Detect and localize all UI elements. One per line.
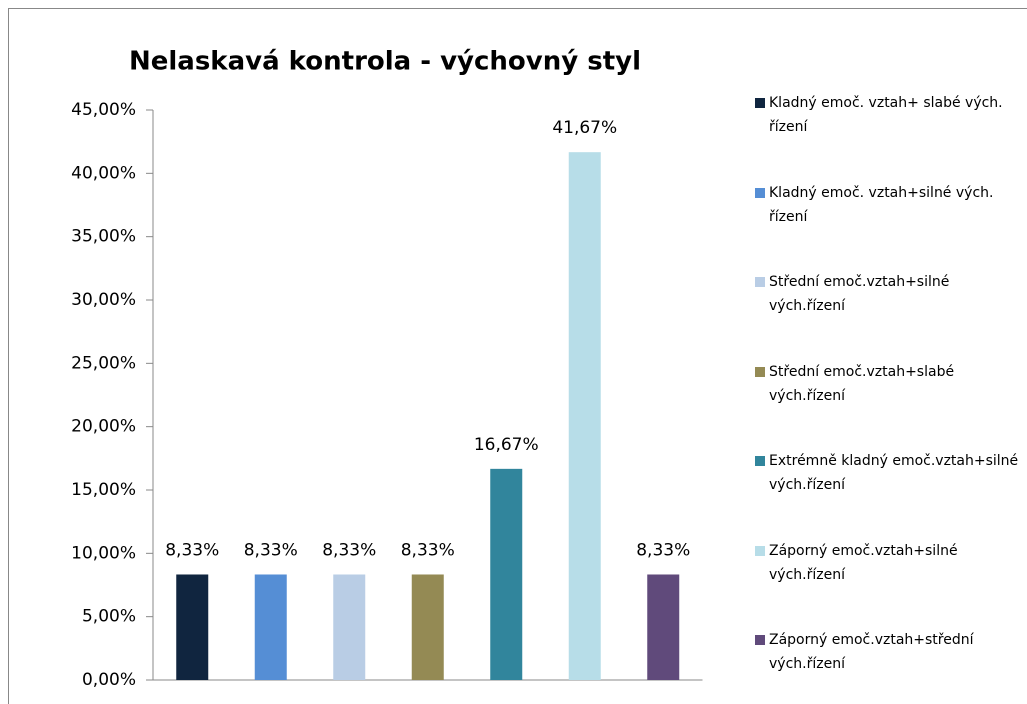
y-tick-label: 10,00% (71, 543, 136, 563)
bar (647, 574, 680, 680)
y-tick-label: 45,00% (71, 100, 136, 120)
legend-swatch (755, 545, 765, 556)
data-label: 8,33% (244, 540, 298, 560)
legend-entry: Záporný emoč.vztah+silné vých.řízení (755, 539, 1025, 587)
legend-swatch (755, 635, 765, 645)
legend-entry: Střední emoč.vztah+slabé vých.řízení (755, 360, 1025, 408)
legend-entry: Extrémně kladný emoč.vztah+silné vých.ří… (755, 449, 1025, 497)
legend-entry: Střední emoč.vztah+silné vých.řízení (755, 270, 1025, 318)
legend-entry: Kladný emoč. vztah+ slabé vých. řízení (755, 91, 1025, 139)
bar (568, 152, 601, 680)
y-tick-label: 5,00% (82, 607, 136, 627)
legend-swatch (755, 456, 765, 466)
data-label: 8,33% (322, 540, 376, 560)
legend-entry: Záporný emoč.vztah+střední vých.řízení (755, 628, 1025, 676)
legend-label: Kladný emoč. vztah+ slabé vých. řízení (769, 95, 1003, 135)
legend-swatch (755, 366, 765, 377)
y-tick-label: 25,00% (71, 353, 136, 373)
y-tick-label: 40,00% (71, 163, 136, 183)
bar (411, 574, 444, 680)
data-label: 41,67% (552, 118, 617, 138)
data-label: 8,33% (165, 540, 219, 560)
data-label: 8,33% (401, 540, 455, 560)
legend-label: Extrémně kladný emoč.vztah+silné vých.ří… (769, 453, 1019, 493)
bar (254, 574, 287, 680)
bar (490, 468, 523, 680)
data-label: 16,67% (474, 435, 539, 455)
y-tick-label: 35,00% (71, 227, 136, 247)
data-label: 8,33% (636, 540, 690, 560)
legend-swatch (755, 98, 765, 108)
y-tick-label: 0,00% (82, 670, 136, 690)
legend-label: Střední emoč.vztah+silné vých.řízení (769, 274, 950, 314)
bar (333, 574, 366, 680)
legend-label: Kladný emoč. vztah+silné vých. řízení (769, 184, 994, 225)
chart-title: Nelaskavá kontrola - výchovný styl (129, 47, 641, 77)
y-tick-label: 15,00% (71, 480, 136, 500)
bar (176, 574, 209, 680)
legend-label: Záporný emoč.vztah+střední vých.řízení (769, 632, 974, 672)
legend-swatch (755, 187, 765, 198)
legend-entry: Kladný emoč. vztah+silné vých. řízení (755, 181, 1025, 229)
legend-label: Střední emoč.vztah+slabé vých.řízení (769, 363, 955, 404)
legend-swatch (755, 277, 765, 287)
y-tick-label: 30,00% (71, 290, 136, 310)
legend-label: Záporný emoč.vztah+silné vých.řízení (769, 542, 958, 583)
y-tick-label: 20,00% (71, 417, 136, 437)
